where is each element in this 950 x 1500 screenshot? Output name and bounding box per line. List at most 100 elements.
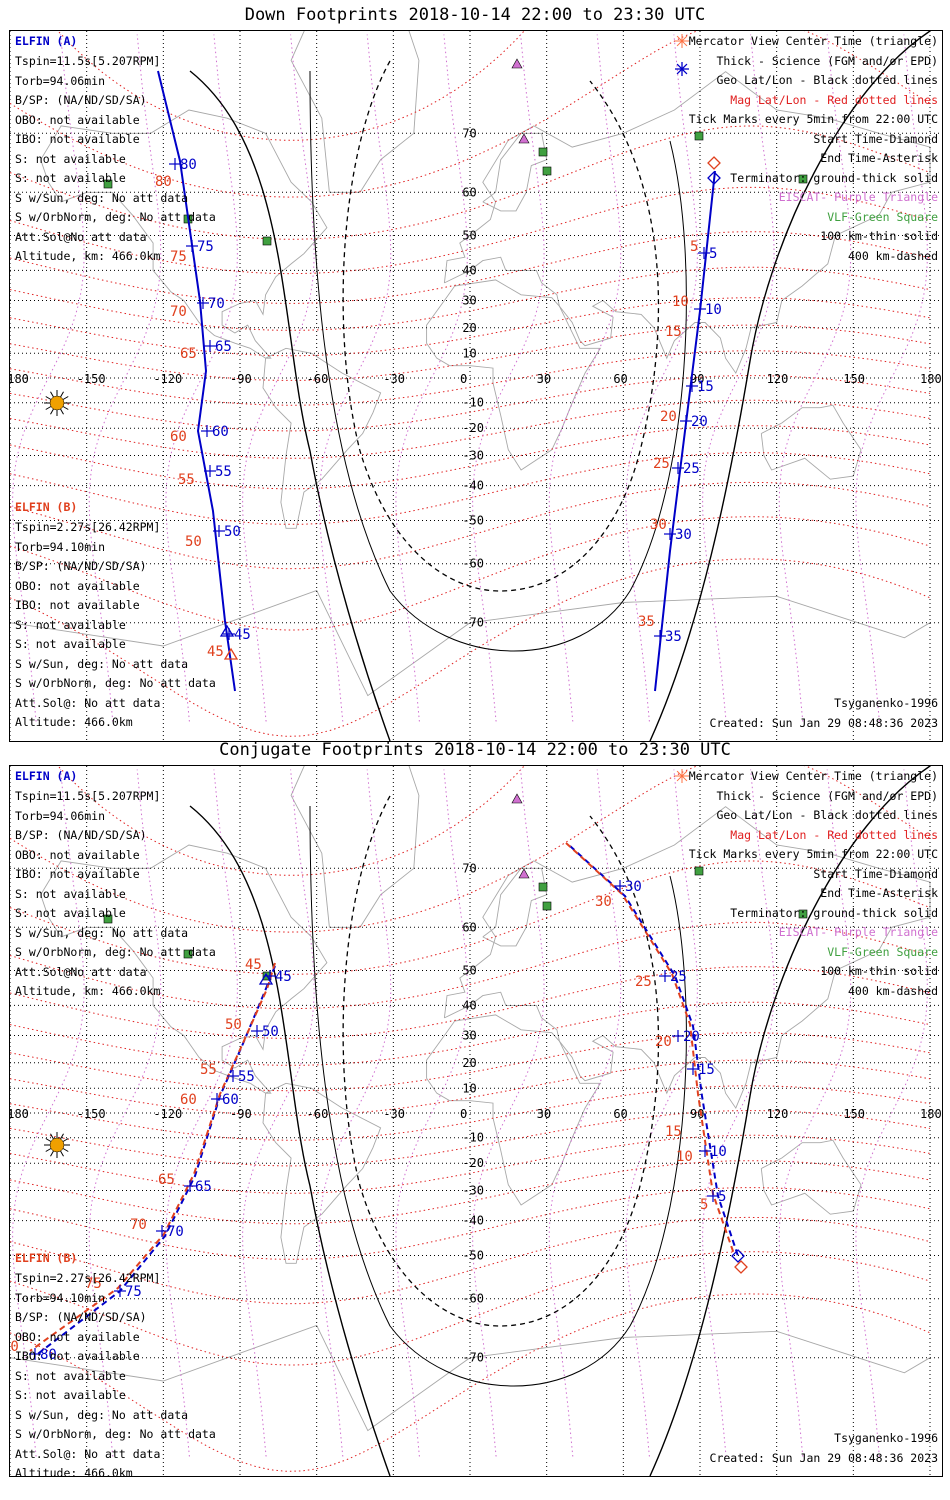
lon-tick-label: -180 [10,372,29,386]
elfin-a-info-line: IBO: not available [15,132,140,146]
mag-lon-line [778,769,852,1457]
vlf-square-icon [798,909,808,919]
sun-ray [50,1133,54,1140]
lat-tick-label: -40 [462,1214,484,1228]
legend-item: Mag Lat/Lon - Red dotted lines [730,92,938,107]
elfin-a-track-east [654,170,716,692]
elfin-b-info-line: Altitude: 466.0km [15,1466,133,1477]
elfin-a-tick-label: 70 [208,296,225,312]
elfin-a-info-line: S: not available [15,151,126,166]
lon-tick-label: -60 [307,1107,329,1121]
bottom-panel-title: Conjugate Footprints 2018-10-14 22:00 to… [219,740,731,760]
elfin-a-tick-label: 15 [698,1062,715,1078]
mag-lat-line [10,921,931,1010]
lon-tick-label: -120 [153,1107,182,1121]
start-time-diamond-icon [731,1249,745,1263]
lon-tick-label: 90 [690,1107,704,1121]
mag-lon-line [548,769,622,1457]
mag-lat-line [10,1216,931,1305]
view-center-triangle-icon [223,647,239,660]
lon-tick-label: -90 [230,1107,252,1121]
legend-blue-asterisk-icon [676,63,688,75]
map-canvas: -180 -150 -120 -90 -60 -30 0 30 60 90 120 150 180 70 6… [10,766,942,1476]
elfin-a-tick-label: 10 [705,302,722,318]
landmass-outline-1 [290,766,420,928]
elfin-b-info-line: S w/Sun, deg: No att data [15,656,189,671]
elfin-a-tick-label: 55 [238,1069,255,1085]
map-layers: -180 -150 -120 -90 -60 -30 0 30 60 90 120 150 180 70 6… [10,766,942,1476]
sun-ray [62,406,69,410]
mag-lon-line [165,34,238,722]
elfin-b-info-line: B/SP: (NA/ND/SD/SA) [15,559,147,573]
elfin-b-tick-label: 35 [638,614,655,630]
landmass-outline-7 [482,867,548,947]
elfin-b-tick-label: 75 [85,1276,102,1292]
lon-tick-label: -120 [153,372,182,386]
lon-tick-label: -150 [77,1107,106,1121]
mag-lon-line [12,34,85,722]
elfin-a-info-line: B/SP: (NA/ND/SD/SA) [15,93,147,107]
legend-item: Mercator View Center Time (triangle) [688,34,938,48]
lon-tick-label: 120 [767,1107,789,1121]
lon-tick-label: -90 [230,372,252,386]
sun-ray [62,1138,69,1142]
elfin-b-info-line: IBO: not available [15,598,140,612]
elfin-a-tick-label: 80 [180,157,197,173]
lat-tick-label: -20 [462,421,484,435]
lat-tick-label: -20 [462,1156,484,1170]
lat-tick-label: -60 [462,1292,484,1306]
elfin-b-tick-label: 45 [207,644,224,660]
mag-lon-line [548,34,622,722]
mag-lon-line [12,769,85,1457]
lat-tick-label: -50 [462,1249,484,1263]
sun-icon [49,395,65,411]
elfin-a-tick-label: 65 [215,339,232,355]
landmass-outline-5 [760,1139,862,1215]
elfin-a-tick-label: 50 [262,1024,279,1040]
elfin-a-info-line: Att.Sol@No att data [15,229,147,244]
lat-tick-label: 70 [462,126,476,140]
elfin-b-tick-label: 45 [245,957,262,973]
elfin-b-tick-label: 5 [700,1197,708,1213]
elfin-b-info-line: Altitude: 466.0km [15,715,133,729]
mag-lat-line [10,399,931,459]
mag-lon-line [702,34,775,722]
mag-lat-line [10,1251,931,1366]
lat-tick-label: 60 [462,920,476,934]
mag-lat-line [57,31,525,141]
mag-lat-line [10,452,931,525]
elfin-a-info-line: Torb=94.06min [15,808,106,823]
legend-item: Thick - Science (FGM and/or EPD) [716,788,938,803]
down-footprints-map: -180 -150 -120 -90 -60 -30 0 30 60 90 120 150 180 70 6… [9,30,943,742]
elfin-b-info-line: S w/OrbNorm, deg: No att data [15,1427,216,1441]
legend-item: Thick - Science (FGM and/or EPD) [716,53,938,68]
model-label: Tsyganenko-1996 [834,696,938,710]
mag-lon-line [88,769,162,1457]
landmass-outline-0 [40,844,328,1094]
lon-tick-label: 120 [767,372,789,386]
elfin-a-info-line: Tspin=11.5s[5.207RPM] [15,54,161,68]
elfin-a-tick-label: 65 [195,1179,212,1195]
mag-lon-line [318,34,392,722]
lat-tick-label: 30 [462,294,476,308]
legend-item: End Time-Asterisk [820,151,938,165]
mag-lat-line [10,1059,931,1116]
legend-item: Start Time-Diamond [813,131,938,146]
mag-lat-line [10,297,931,357]
lat-tick-label: -40 [462,479,484,493]
mag-lon-line [88,34,162,722]
lat-tick-label: 20 [462,321,476,335]
lon-tick-label: 30 [537,372,551,386]
lat-tick-label: 40 [462,998,476,1012]
elfin-b-info-line: S w/Sun, deg: No att data [15,1407,189,1422]
mag-lon-line [472,769,545,1457]
elfin-a-info-line: Altitude, km: 466.0km [15,984,161,998]
lon-tick-label: 0 [460,1107,467,1121]
vlf-square-icon [183,949,193,959]
lat-tick-label: 50 [462,228,476,242]
elfin-b-info-line: OBO: not available [15,1329,140,1344]
elfin-b-name: ELFIN (B) [15,1251,78,1265]
elfin-a-tick-label: 10 [710,1144,727,1160]
elfin-a-tick-label: 75 [197,239,214,255]
mag-lat-line [10,860,931,975]
